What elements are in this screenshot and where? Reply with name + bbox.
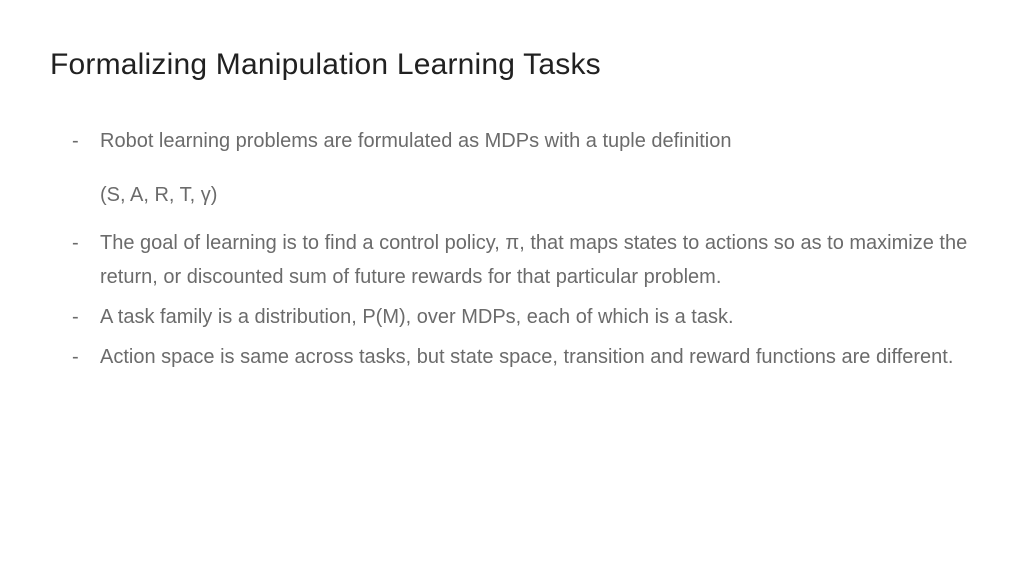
bullet-text: The goal of learning is to find a contro…: [100, 232, 967, 288]
bullet-list: Robot learning problems are formulated a…: [50, 124, 974, 374]
bullet-text: A task family is a distribution, P(M), o…: [100, 306, 734, 328]
slide-title: Formalizing Manipulation Learning Tasks: [50, 48, 974, 82]
list-item: The goal of learning is to find a contro…: [72, 226, 974, 294]
list-item: Action space is same across tasks, but s…: [72, 340, 974, 374]
bullet-text: Action space is same across tasks, but s…: [100, 346, 953, 368]
bullet-text: Robot learning problems are formulated a…: [100, 130, 731, 152]
list-item: A task family is a distribution, P(M), o…: [72, 300, 974, 334]
list-item: Robot learning problems are formulated a…: [72, 124, 974, 212]
tuple-definition: (S, A, R, T, γ): [100, 178, 974, 212]
